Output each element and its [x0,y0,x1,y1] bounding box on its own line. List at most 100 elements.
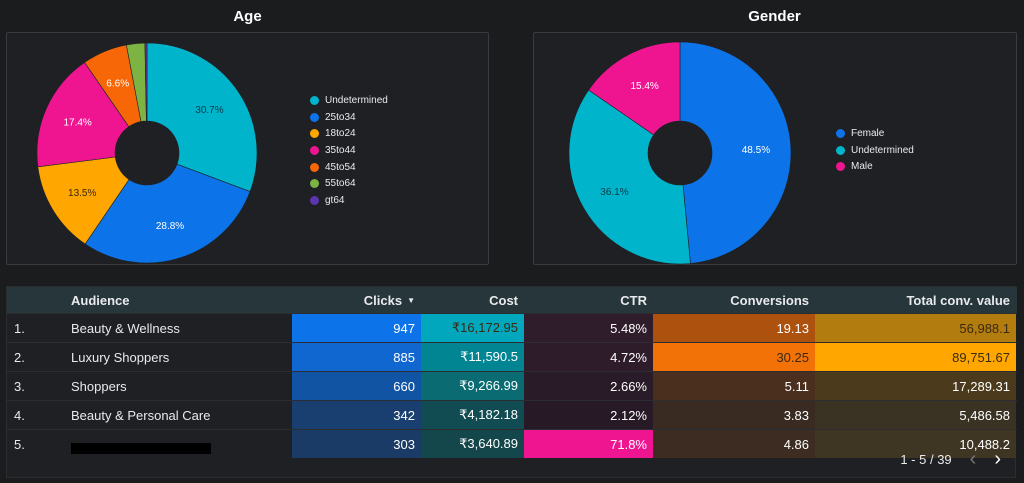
row-ctr: 71.8% [524,430,653,458]
legend-swatch [310,95,319,105]
header-clicks-label: Clicks [363,292,403,308]
legend-swatch [836,162,845,172]
row-clicks: 303 [292,430,421,458]
gender-legend-item[interactable]: Male [836,158,914,175]
table-row[interactable]: 3. Shoppers 660 ₹9,266.99 2.66% 5.11 17,289.31 [7,371,1017,400]
age-slice-undetermined[interactable] [146,42,258,192]
table-row[interactable]: 4. Beauty & Personal Care 342 ₹4,182.18 2.12… [7,400,1017,429]
row-clicks: 947 [292,314,421,342]
row-cost: ₹11,590.5 [421,343,524,371]
header-cost[interactable]: Cost [489,292,518,308]
row-audience: Luxury Shoppers [71,349,170,365]
legend-label: gt64 [325,194,345,206]
age-chart-panel: 30.7% 28.8% 13.5% 17.4% 6.6% Undetermined 25t… [6,32,489,265]
row-conversions: 4.86 [653,430,815,458]
header-clicks[interactable]: Clicks ▼ [292,287,421,313]
age-legend: Undetermined 25to34 18to24 35to44 45to54 55to… [310,92,388,209]
row-index: 5. [14,436,25,452]
gender-slice-male[interactable] [588,41,681,136]
row-index: 4. [14,407,25,423]
age-slice-25to34[interactable] [84,163,251,264]
legend-label: 55to64 [325,178,356,190]
row-audience: Beauty & Personal Care [71,407,211,423]
legend-label: 45to54 [325,161,356,173]
row-total-conv-value: 5,486.58 [815,401,1016,429]
age-slice-label: 28.8% [156,221,184,232]
legend-swatch [310,129,319,139]
row-ctr: 4.72% [524,343,653,371]
table-row[interactable]: 2. Luxury Shoppers 885 ₹11,590.5 4.72% 30.25 8… [7,342,1017,371]
gender-slice-undetermined[interactable] [568,89,691,265]
legend-label: 35to44 [325,144,356,156]
gender-slice-label: 36.1% [600,187,628,198]
age-legend-item[interactable]: 35to44 [310,142,388,159]
age-slice-35to44[interactable] [36,61,130,168]
legend-swatch [310,179,319,189]
row-conversions: 19.13 [653,314,815,342]
gender-chart-panel: 48.5% 36.1% 15.4% Female Undetermined Male [533,32,1017,265]
header-conversions[interactable]: Conversions [730,292,809,308]
age-slice-label: 17.4% [63,117,91,128]
pagination-label: 1 - 5 / 39 [900,452,952,467]
legend-swatch [836,145,845,155]
row-audience: Beauty & Wellness [71,320,180,336]
age-slice-label: 6.6% [106,78,129,89]
row-audience: Shoppers [71,378,127,394]
table-row[interactable]: 5. 303 ₹3,640.89 71.8% 4.86 10,488.2 [7,429,1017,458]
gender-slice-label: 15.4% [630,81,658,92]
row-cost: ₹9,266.99 [421,372,524,400]
legend-swatch [310,195,319,205]
row-cost: ₹4,182.18 [421,401,524,429]
audience-table: Audience Clicks ▼ Cost CTR Conversions T… [6,286,1017,478]
legend-swatch [310,162,319,172]
row-total-conv-value: 56,988.1 [815,314,1016,342]
row-clicks: 885 [292,343,421,371]
legend-label: Male [851,161,873,173]
row-ctr: 2.66% [524,372,653,400]
age-slice-gt64[interactable] [144,42,148,122]
age-slice-18to24[interactable] [37,156,130,245]
legend-label: 25to34 [325,111,356,123]
row-total-conv-value: 17,289.31 [815,372,1016,400]
row-index: 1. [14,320,25,336]
age-legend-item[interactable]: gt64 [310,192,388,209]
header-audience[interactable]: Audience [71,292,130,308]
gender-legend: Female Undetermined Male [836,125,914,175]
gender-pie-chart: 48.5% 36.1% 15.4% [568,41,792,265]
chevron-right-icon[interactable]: › [994,448,1001,470]
legend-swatch [836,128,845,138]
age-legend-item[interactable]: 55to64 [310,175,388,192]
row-clicks: 660 [292,372,421,400]
row-total-conv-value: 89,751.67 [815,343,1016,371]
table-header-row: Audience Clicks ▼ Cost CTR Conversions T… [7,287,1017,313]
age-legend-item[interactable]: 45to54 [310,159,388,176]
gender-slice-label: 48.5% [742,145,770,156]
legend-label: Undetermined [851,144,914,156]
header-total-conv-value[interactable]: Total conv. value [906,292,1010,308]
age-legend-item[interactable]: Undetermined [310,92,388,109]
table-row[interactable]: 1. Beauty & Wellness 947 ₹16,172.95 5.48% 19.… [7,313,1017,342]
pagination: 1 - 5 / 39 ‹ › [900,448,1001,471]
legend-label: Undetermined [325,94,388,106]
gender-legend-item[interactable]: Female [836,125,914,142]
chevron-left-icon[interactable]: ‹ [969,448,977,470]
legend-swatch [310,145,319,155]
row-cost: ₹16,172.95 [421,314,524,342]
row-total-conv-value: 10,488.2 [815,430,1016,458]
row-clicks: 342 [292,401,421,429]
age-legend-item[interactable]: 18to24 [310,125,388,142]
age-slice-label: 13.5% [68,188,96,199]
gender-slice-female[interactable] [679,41,792,264]
redacted-audience-name [71,430,271,458]
legend-label: Female [851,127,885,139]
header-ctr[interactable]: CTR [620,292,647,308]
row-cost: ₹3,640.89 [421,430,524,458]
row-conversions: 3.83 [653,401,815,429]
row-conversions: 5.11 [653,372,815,400]
row-index: 2. [14,349,25,365]
legend-label: 18to24 [325,128,356,140]
age-legend-item[interactable]: 25to34 [310,109,388,126]
row-ctr: 2.12% [524,401,653,429]
gender-legend-item[interactable]: Undetermined [836,142,914,159]
gender-chart-title: Gender [748,8,801,25]
